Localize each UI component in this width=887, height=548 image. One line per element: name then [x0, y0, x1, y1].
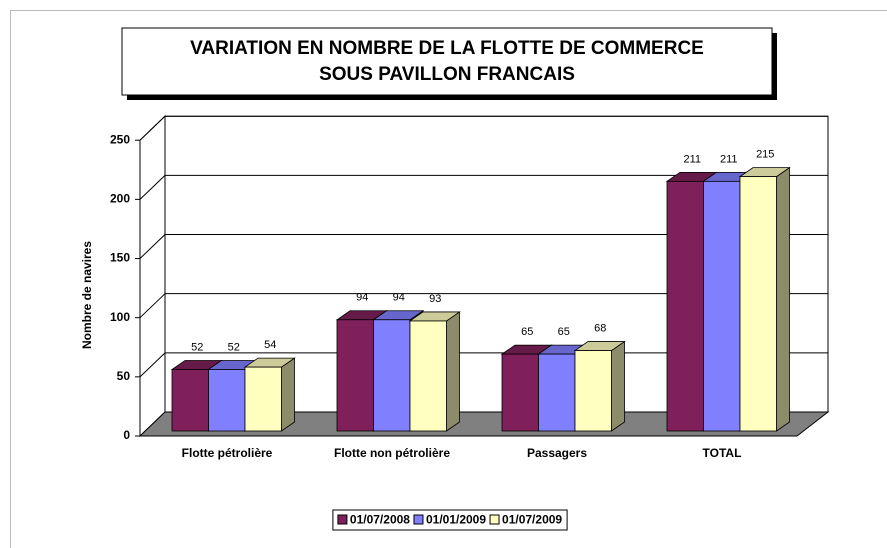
bar — [409, 320, 447, 432]
value-label: 211 — [683, 153, 701, 165]
y-tick-label: 200 — [110, 192, 130, 206]
value-label: 211 — [720, 153, 738, 165]
x-tick-label: Flotte non pétrolière — [334, 446, 450, 460]
bar — [574, 350, 612, 432]
x-tick-label: Flotte pétrolière — [182, 446, 273, 460]
value-label: 94 — [393, 292, 405, 304]
value-label: 65 — [558, 326, 570, 338]
bar — [538, 353, 576, 432]
bar — [336, 319, 374, 432]
grid-line — [139, 174, 166, 200]
floor — [138, 411, 830, 437]
frame — [10, 10, 887, 548]
bar-side — [611, 340, 625, 432]
bar — [703, 180, 741, 432]
y-tick-label: 100 — [110, 310, 130, 324]
bar — [171, 369, 209, 432]
bar — [666, 180, 704, 432]
legend-label: 01/07/2008 — [350, 513, 410, 527]
value-label: 52 — [228, 341, 240, 353]
y-tick-label: 50 — [117, 369, 131, 383]
grid-line — [139, 115, 166, 141]
legend-label: 01/01/2009 — [426, 513, 486, 527]
value-label: 54 — [264, 339, 276, 351]
side-wall — [139, 115, 166, 438]
bar-side — [281, 357, 295, 432]
value-label: 52 — [191, 341, 203, 353]
chart-title: VARIATION EN NOMBRE DE LA FLOTTE DE COMM… — [190, 38, 704, 85]
bar-side — [446, 311, 460, 432]
y-tick-label: 150 — [110, 251, 130, 265]
legend-swatch — [337, 514, 348, 525]
y-tick-label: 250 — [110, 132, 130, 146]
grid-line — [139, 352, 166, 378]
bar-side — [776, 166, 790, 432]
bar — [373, 319, 411, 432]
x-tick-label: Passagers — [527, 446, 587, 460]
legend-box — [332, 509, 568, 531]
bar — [739, 176, 777, 432]
bar — [208, 369, 246, 432]
x-tick-label: TOTAL — [703, 446, 742, 460]
legend: 01/07/2008 01/01/2009 01/07/2009 — [332, 509, 568, 531]
grid-line — [139, 234, 166, 259]
legend-swatch — [489, 514, 500, 525]
y-tick-label: 0 — [123, 428, 130, 442]
value-label: 215 — [756, 149, 774, 161]
value-label: 94 — [356, 292, 368, 304]
bar — [244, 366, 282, 432]
legend-swatch — [413, 514, 424, 525]
y-axis-label: Nombre de navires — [80, 241, 94, 349]
value-label: 68 — [594, 322, 606, 334]
bar — [501, 353, 539, 432]
title-box — [121, 27, 773, 96]
legend-label: 01/07/2009 — [502, 513, 562, 527]
value-label: 65 — [521, 326, 533, 338]
value-label: 93 — [429, 293, 441, 305]
grid-line — [139, 293, 166, 319]
